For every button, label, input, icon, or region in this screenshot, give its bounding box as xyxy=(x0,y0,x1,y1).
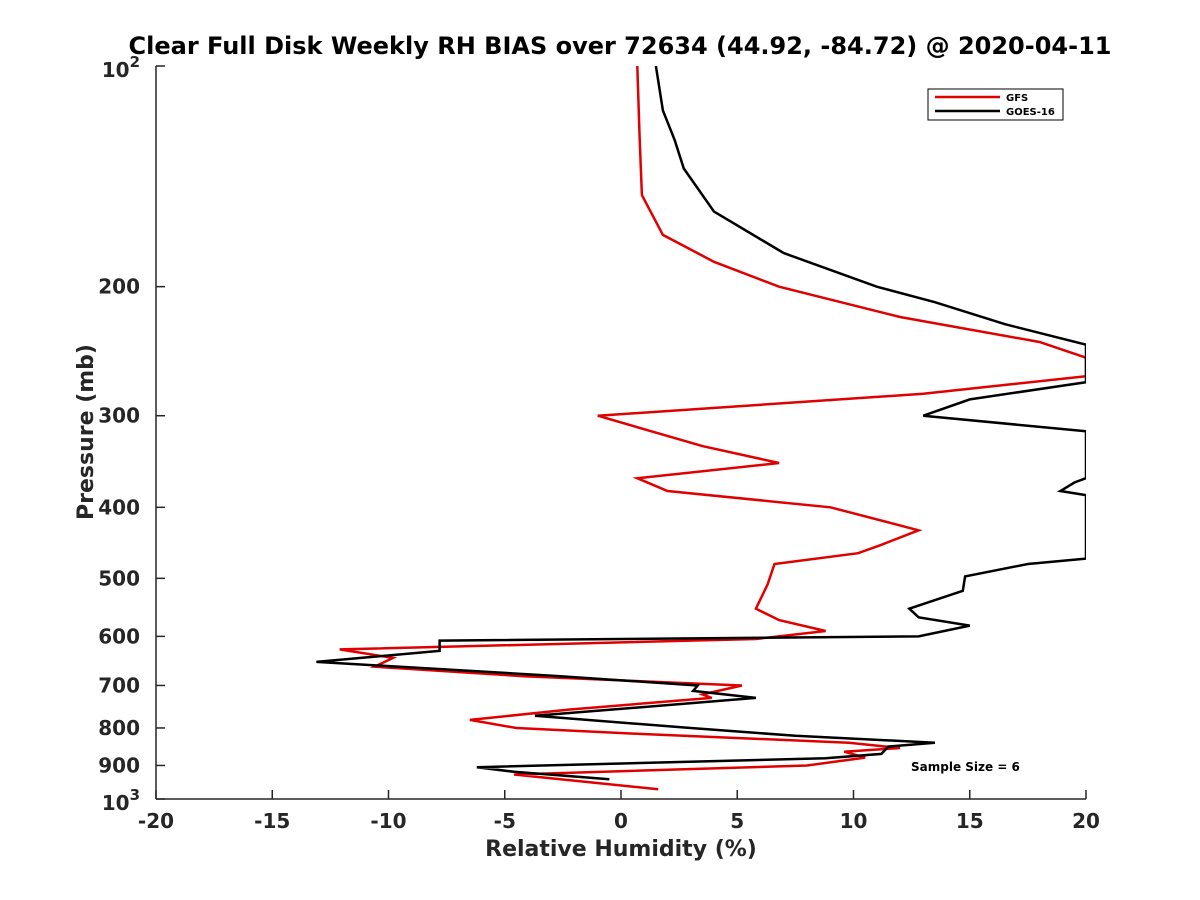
y-tick-label: 200 xyxy=(98,275,140,299)
x-tick-label: -5 xyxy=(494,809,516,833)
y-tick-label-bottom: 103 xyxy=(102,786,140,815)
series-layer xyxy=(316,66,1086,791)
chart-title: Clear Full Disk Weekly RH BIAS over 7263… xyxy=(129,32,1112,60)
x-tick-label: -20 xyxy=(138,809,174,833)
sample-size-annotation: Sample Size = 6 xyxy=(911,760,1020,774)
x-axis-label: Relative Humidity (%) xyxy=(485,837,757,862)
plot-area xyxy=(156,66,1086,799)
x-tick-label: -10 xyxy=(370,809,406,833)
x-tick-label: 5 xyxy=(730,809,744,833)
x-tick-label: 0 xyxy=(614,809,628,833)
y-tick-label: 600 xyxy=(98,624,140,648)
x-tick-label: 20 xyxy=(1072,809,1100,833)
y-tick-label: 300 xyxy=(98,404,140,428)
legend-label-goes16: GOES-16 xyxy=(1006,107,1055,118)
x-tick-label: -15 xyxy=(254,809,290,833)
y-tick-label: 900 xyxy=(98,753,140,777)
y-tick-label: 500 xyxy=(98,566,140,590)
ticks-layer: -20 -15 -10 -5 0 5 10 15 20 200 300 400 500 600 700 800… xyxy=(98,65,1100,833)
series-line-gfs xyxy=(339,66,1086,791)
y-tick-label: 400 xyxy=(98,495,140,519)
legend-label-gfs: GFS xyxy=(1006,93,1028,104)
y-tick-label-top: 102 xyxy=(102,53,140,82)
series-line-goes16 xyxy=(316,66,1086,781)
y-tick-label: 800 xyxy=(98,716,140,740)
legend-box xyxy=(927,88,1064,121)
y-axis-label: Pressure (mb) xyxy=(74,344,99,520)
x-tick-label: 15 xyxy=(956,809,984,833)
x-tick-label: 10 xyxy=(840,809,868,833)
y-tick-label: 700 xyxy=(98,673,140,697)
legend: GFS GOES-16 xyxy=(927,88,1064,121)
